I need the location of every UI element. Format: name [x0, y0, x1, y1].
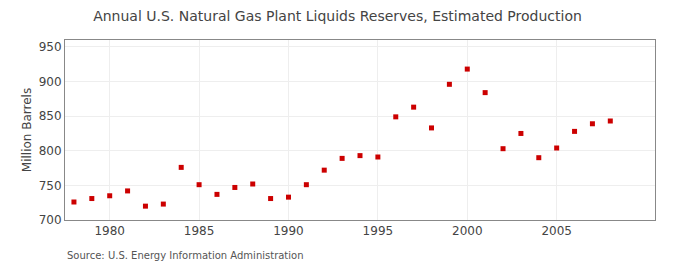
- svg-text:700: 700: [39, 213, 62, 227]
- svg-text:1990: 1990: [273, 224, 304, 238]
- svg-text:750: 750: [39, 179, 62, 193]
- svg-text:Annual U.S. Natural Gas Plant: Annual U.S. Natural Gas Plant Liquids Re…: [93, 8, 582, 24]
- svg-text:1985: 1985: [184, 224, 215, 238]
- svg-text:1995: 1995: [363, 224, 394, 238]
- svg-text:950: 950: [39, 40, 62, 54]
- svg-text:850: 850: [39, 109, 62, 123]
- svg-text:900: 900: [39, 75, 62, 89]
- svg-text:1980: 1980: [94, 224, 125, 238]
- svg-text:Million Barrels: Million Barrels: [20, 88, 34, 172]
- svg-text:800: 800: [39, 144, 62, 158]
- svg-text:2005: 2005: [541, 224, 572, 238]
- svg-text:Source: U.S. Energy Informatio: Source: U.S. Energy Information Administ…: [67, 250, 304, 261]
- svg-text:2000: 2000: [452, 224, 483, 238]
